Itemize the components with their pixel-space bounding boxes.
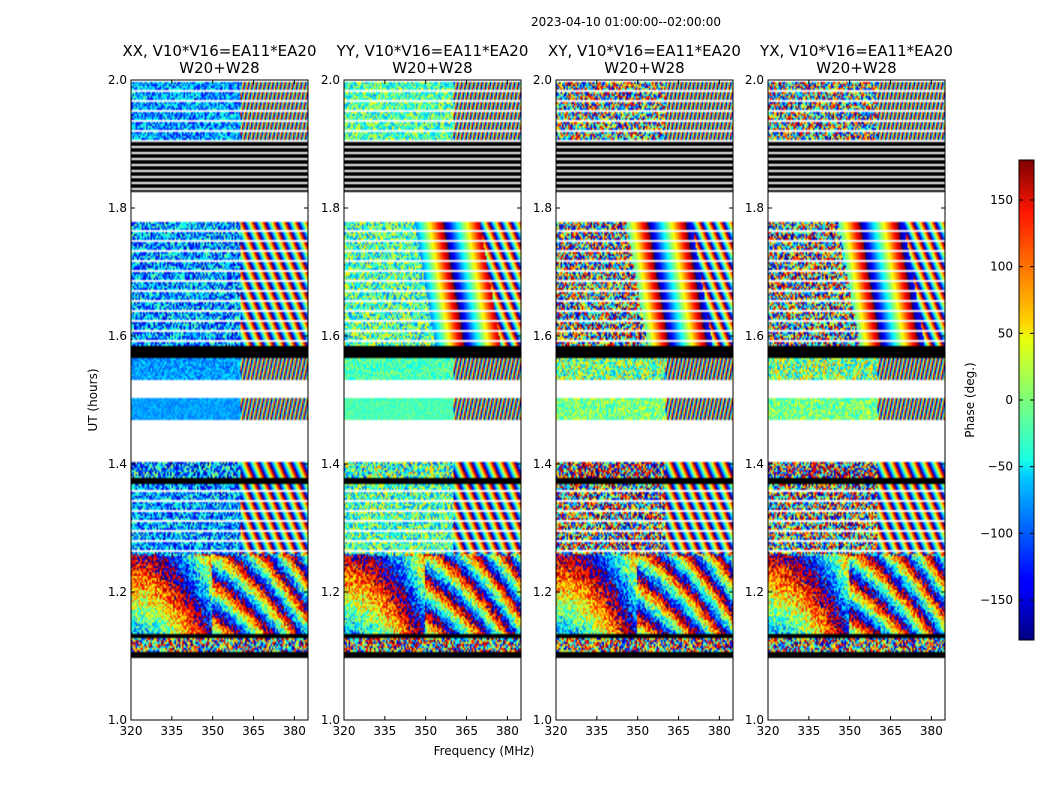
y-axis-label: UT (hours) bbox=[86, 368, 100, 431]
y-tick-label: 1.8 bbox=[108, 201, 127, 215]
panel-subtitle: W20+W28 bbox=[816, 59, 896, 77]
colorbar-tick-label: −150 bbox=[980, 593, 1013, 607]
y-tick-label: 1.8 bbox=[533, 201, 552, 215]
suptitle: 2023-04-10 01:00:00--02:00:00 bbox=[531, 15, 721, 29]
colorbar-tick-label: −50 bbox=[988, 460, 1013, 474]
x-tick-label: 335 bbox=[585, 724, 608, 738]
y-tick-label: 1.4 bbox=[321, 457, 340, 471]
x-tick-label: 380 bbox=[920, 724, 943, 738]
x-tick-label: 350 bbox=[414, 724, 437, 738]
panel-title: YY, V10*V16=EA11*EA20 bbox=[336, 42, 529, 60]
heatmap-image bbox=[131, 80, 308, 720]
y-tick-label: 1.2 bbox=[321, 585, 340, 599]
panel-subtitle: W20+W28 bbox=[604, 59, 684, 77]
panel-title: YX, V10*V16=EA11*EA20 bbox=[759, 42, 953, 60]
x-tick-label: 380 bbox=[283, 724, 306, 738]
x-tick-label: 380 bbox=[708, 724, 731, 738]
y-tick-label: 1.4 bbox=[533, 457, 552, 471]
y-tick-label: 1.6 bbox=[108, 329, 127, 343]
x-tick-label: 335 bbox=[797, 724, 820, 738]
x-tick-label: 365 bbox=[455, 724, 478, 738]
panel-title: XY, V10*V16=EA11*EA20 bbox=[548, 42, 741, 60]
y-tick-label: 1.2 bbox=[533, 585, 552, 599]
colorbar-tick-label: −100 bbox=[980, 526, 1013, 540]
heatmap-image bbox=[556, 80, 733, 720]
y-tick-label: 1.6 bbox=[321, 329, 340, 343]
y-tick-label: 1.8 bbox=[745, 201, 764, 215]
panel-title: XX, V10*V16=EA11*EA20 bbox=[122, 42, 316, 60]
y-tick-label: 1.4 bbox=[745, 457, 764, 471]
y-tick-label: 2.0 bbox=[533, 73, 552, 87]
y-tick-label: 1.0 bbox=[108, 713, 127, 727]
x-tick-label: 335 bbox=[373, 724, 396, 738]
colorbar-ticks: 150 100 50 0 −50 −100 −150 bbox=[980, 193, 1034, 607]
x-tick-label: 365 bbox=[667, 724, 690, 738]
x-tick-label: 320 bbox=[120, 724, 143, 738]
y-tick-label: 1.6 bbox=[745, 329, 764, 343]
colorbar-tick-label: 100 bbox=[990, 260, 1013, 274]
x-tick-label: 320 bbox=[333, 724, 356, 738]
heatmap-image bbox=[344, 80, 521, 720]
axes-frame bbox=[343, 79, 522, 721]
y-tick-label: 2.0 bbox=[745, 73, 764, 87]
y-tick-label: 1.0 bbox=[533, 713, 552, 727]
axes-frame bbox=[555, 79, 734, 721]
axes-frame bbox=[767, 79, 946, 721]
y-tick-label: 2.0 bbox=[108, 73, 127, 87]
colorbar-tick-label: 150 bbox=[990, 193, 1013, 207]
heatmap-image bbox=[768, 80, 945, 720]
x-axis-label: Frequency (MHz) bbox=[434, 744, 535, 758]
x-tick-label: 320 bbox=[545, 724, 568, 738]
y-tick-label: 1.2 bbox=[745, 585, 764, 599]
x-tick-label: 350 bbox=[626, 724, 649, 738]
panel-subtitle: W20+W28 bbox=[179, 59, 259, 77]
y-tick-label: 1.4 bbox=[108, 457, 127, 471]
x-tick-label: 320 bbox=[757, 724, 780, 738]
x-tick-label: 380 bbox=[496, 724, 519, 738]
x-tick-label: 365 bbox=[879, 724, 902, 738]
x-tick-label: 365 bbox=[242, 724, 265, 738]
colorbar-label: Phase (deg.) bbox=[963, 362, 977, 437]
colorbar-tick-label: 0 bbox=[1005, 393, 1013, 407]
y-tick-label: 1.0 bbox=[745, 713, 764, 727]
colorbar: 150 100 50 0 −50 −100 −150 Phase (deg.) bbox=[963, 159, 1035, 641]
x-tick-label: 350 bbox=[201, 724, 224, 738]
y-tick-label: 1.0 bbox=[321, 713, 340, 727]
y-tick-label: 2.0 bbox=[321, 73, 340, 87]
y-tick-label: 1.2 bbox=[108, 585, 127, 599]
x-tick-label: 335 bbox=[160, 724, 183, 738]
colorbar-tick-label: 50 bbox=[998, 326, 1013, 340]
panel-subtitle: W20+W28 bbox=[392, 59, 472, 77]
y-tick-label: 1.6 bbox=[533, 329, 552, 343]
x-tick-label: 350 bbox=[838, 724, 861, 738]
axes-frame bbox=[130, 79, 309, 721]
y-tick-label: 1.8 bbox=[321, 201, 340, 215]
